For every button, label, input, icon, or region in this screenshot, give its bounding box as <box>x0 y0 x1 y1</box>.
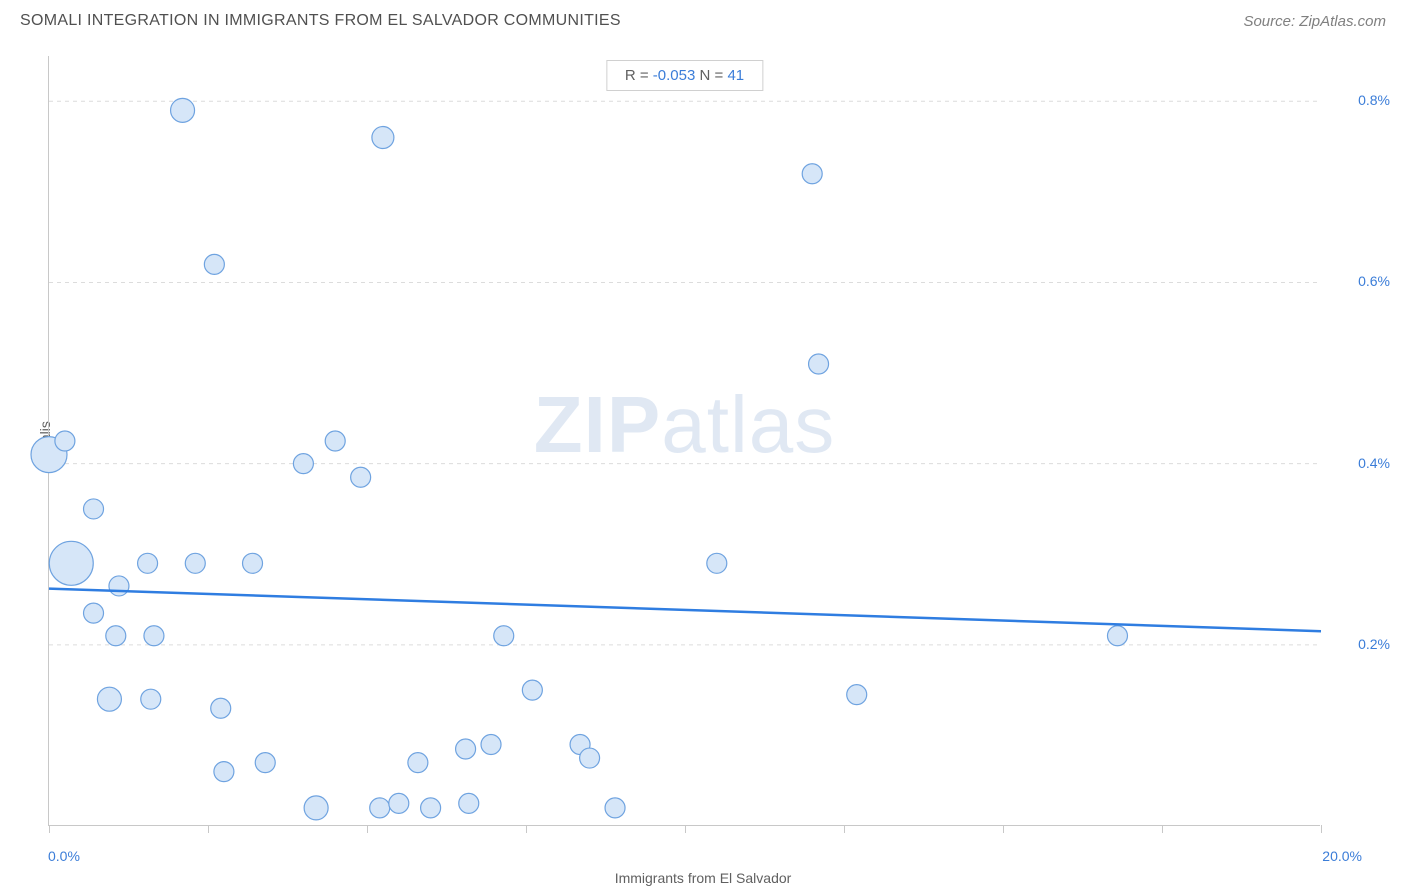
scatter-point <box>84 603 104 623</box>
scatter-point <box>243 553 263 573</box>
scatter-point <box>106 626 126 646</box>
scatter-point <box>809 354 829 374</box>
scatter-point <box>109 576 129 596</box>
scatter-point <box>605 798 625 818</box>
scatter-point <box>1107 626 1127 646</box>
scatter-point <box>389 793 409 813</box>
x-tick <box>367 825 368 833</box>
scatter-point <box>55 431 75 451</box>
scatter-point <box>408 753 428 773</box>
scatter-point <box>481 734 501 754</box>
scatter-point <box>214 762 234 782</box>
scatter-point <box>144 626 164 646</box>
scatter-point <box>707 553 727 573</box>
scatter-point <box>351 467 371 487</box>
scatter-point <box>211 698 231 718</box>
y-tick-label: 0.2% <box>1358 636 1390 652</box>
scatter-point <box>580 748 600 768</box>
y-tick-label: 0.8% <box>1358 92 1390 108</box>
scatter-point <box>522 680 542 700</box>
scatter-point <box>204 254 224 274</box>
chart-plot-area: ZIPatlas R = -0.053 N = 41 <box>48 56 1320 826</box>
scatter-point <box>459 793 479 813</box>
scatter-point <box>847 685 867 705</box>
x-tick-max: 20.0% <box>1322 848 1362 864</box>
x-tick <box>1321 825 1322 833</box>
scatter-point <box>255 753 275 773</box>
scatter-point <box>97 687 121 711</box>
scatter-point <box>494 626 514 646</box>
scatter-point <box>370 798 390 818</box>
x-tick <box>49 825 50 833</box>
scatter-point <box>171 98 195 122</box>
scatter-point <box>138 553 158 573</box>
x-tick <box>1162 825 1163 833</box>
scatter-point <box>456 739 476 759</box>
scatter-point <box>325 431 345 451</box>
y-tick-label: 0.6% <box>1358 273 1390 289</box>
scatter-point <box>141 689 161 709</box>
x-axis-label: Immigrants from El Salvador <box>615 870 792 886</box>
x-tick <box>1003 825 1004 833</box>
scatter-point <box>84 499 104 519</box>
x-tick <box>208 825 209 833</box>
scatter-point <box>372 127 394 149</box>
scatter-svg <box>49 56 1320 825</box>
chart-source: Source: ZipAtlas.com <box>1243 13 1386 30</box>
scatter-point <box>802 164 822 184</box>
x-tick-min: 0.0% <box>48 848 80 864</box>
regression-line <box>49 589 1321 632</box>
x-tick <box>844 825 845 833</box>
chart-title: SOMALI INTEGRATION IN IMMIGRANTS FROM EL… <box>20 12 621 30</box>
scatter-point <box>49 541 93 585</box>
x-tick <box>685 825 686 833</box>
scatter-point <box>185 553 205 573</box>
scatter-point <box>293 454 313 474</box>
scatter-point <box>304 796 328 820</box>
scatter-point <box>421 798 441 818</box>
x-tick <box>526 825 527 833</box>
y-tick-label: 0.4% <box>1358 455 1390 471</box>
